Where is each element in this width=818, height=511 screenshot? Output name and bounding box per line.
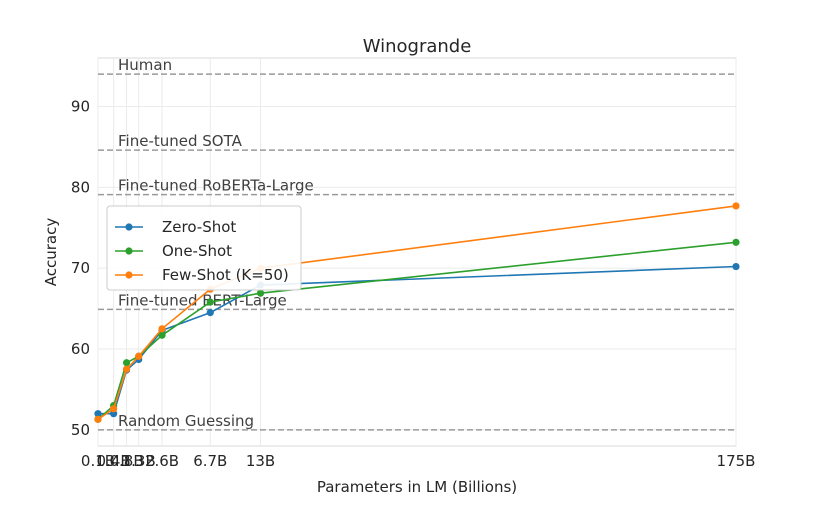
data-point [158, 331, 166, 339]
data-point [122, 365, 131, 373]
data-point [206, 298, 214, 306]
series-line [97, 241, 737, 420]
data-point [256, 289, 265, 297]
y-tick-label: 90 [71, 98, 90, 116]
reference-line-label: Human [118, 56, 172, 74]
data-point [732, 262, 740, 271]
legend-marker [125, 223, 133, 231]
x-tick-label: 0.8B [109, 452, 143, 470]
y-tick-labels: 50 60 70 80 90 [71, 98, 90, 439]
y-tick-label: 70 [71, 259, 90, 277]
x-tick-label: 1.3B [122, 452, 156, 470]
reference-line-label: Fine-tuned SOTA [118, 132, 243, 150]
x-tick-label: 175B [717, 452, 756, 470]
data-point [110, 405, 118, 413]
x-axis-label: Parameters in LM (Billions) [317, 478, 517, 496]
y-tick-label: 60 [71, 340, 90, 358]
data-point [135, 352, 143, 360]
y-tick-label: 50 [71, 421, 90, 439]
x-tick-label: 0.1B [81, 452, 115, 470]
data-point [732, 202, 740, 210]
reference-line-label: Fine-tuned RoBERTa-Large [118, 177, 314, 195]
data-point [732, 238, 740, 246]
x-tick-label: 13B [246, 452, 275, 470]
chart-title: Winogrande [363, 36, 472, 57]
data-point [206, 309, 214, 317]
reference-lines: Human Fine-tuned SOTA Fine-tuned RoBERTa-L… [98, 56, 736, 431]
legend-label: One-Shot [162, 242, 232, 260]
data-point [94, 415, 102, 423]
data-point [94, 410, 102, 418]
y-tick-label: 80 [71, 178, 90, 196]
x-tick-labels: 0.1B0.4B0.8B1.3B2.6B 6.7B 13B 175B [81, 452, 756, 470]
legend-marker [125, 247, 133, 255]
data-point [158, 325, 166, 333]
x-tick-label: 2.6B [145, 452, 179, 470]
legend-marker [125, 271, 133, 279]
legend-box [106, 205, 302, 291]
legend-label: Zero-Shot [162, 218, 236, 236]
x-tick-label: 0.4B [97, 452, 131, 470]
y-axis-label: Accuracy [42, 218, 60, 287]
legend: Zero-Shot One-Shot Few-Shot (K=50) [106, 205, 302, 291]
data-point [122, 359, 131, 367]
x-tick-label: 6.7B [193, 452, 227, 470]
reference-line-label: Random Guessing [118, 412, 254, 430]
legend-label: Few-Shot (K=50) [162, 266, 289, 284]
